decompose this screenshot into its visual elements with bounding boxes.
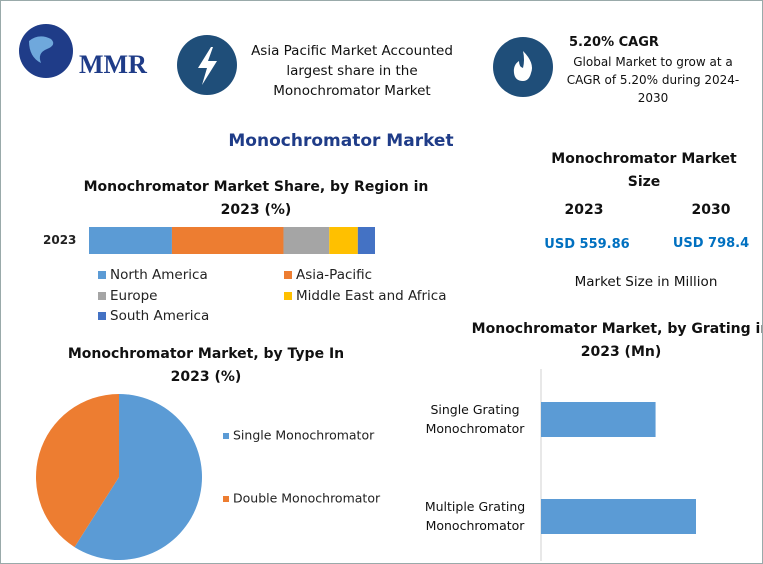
legend-label: Double Monochromator <box>233 491 381 506</box>
bar-segment <box>357 227 375 254</box>
cagr-title: 5.20% CAGR <box>569 35 659 50</box>
size-title: Monochromator Market Size <box>551 151 737 190</box>
chart-title: Monochromator Market Share, by Region in… <box>83 179 429 218</box>
legend-swatch <box>98 271 106 279</box>
cagr-text: Global Market to grow at a CAGR of 5.20%… <box>566 55 740 105</box>
legend-label: North America <box>110 267 208 283</box>
bar <box>541 499 696 534</box>
size-year: 2030 <box>691 202 731 218</box>
legend-swatch <box>98 312 106 320</box>
main-title: Monochromator Market <box>228 131 454 151</box>
logo-land <box>29 36 54 63</box>
pie-slice <box>36 394 119 548</box>
legend-label: Single Monochromator <box>233 428 375 443</box>
size-value: USD 559.86 <box>544 237 630 252</box>
size-value: USD 798.4 <box>672 236 750 251</box>
legend-label: South America <box>110 308 209 324</box>
pie-slice <box>74 394 202 560</box>
legend-label: Middle East and Africa <box>296 288 447 304</box>
bar-segment <box>283 227 330 254</box>
icon-flame <box>513 51 532 81</box>
legend-swatch <box>284 292 292 300</box>
legend-label: Europe <box>110 288 157 304</box>
highlight-text: Asia Pacific Market Accounted largest sh… <box>251 43 453 99</box>
bar-segment <box>329 227 358 254</box>
legend-swatch <box>284 271 292 279</box>
bar-segment <box>89 227 172 254</box>
bar <box>541 402 656 437</box>
logo-globe <box>19 24 73 78</box>
icon-flame-bg <box>493 37 553 97</box>
size-year: 2023 <box>564 202 604 218</box>
size-note: Market Size in Million <box>574 274 718 290</box>
category-label: Multiple Grating Monochromator <box>424 499 526 533</box>
icon-bolt <box>198 47 217 85</box>
legend-swatch <box>98 292 106 300</box>
legend-swatch <box>223 433 229 439</box>
bar-segment <box>171 227 284 254</box>
chart-title: Monochromator Market, by Type In 2023 (%… <box>67 346 345 385</box>
chart-title: Monochromator Market, by Grating in 2023… <box>471 321 763 360</box>
legend-label: Asia-Pacific <box>296 267 372 283</box>
legend-swatch <box>223 496 229 502</box>
logo-text: MMR <box>79 50 147 79</box>
category-label: Single Grating Monochromator <box>425 402 525 436</box>
category-label: 2023 <box>43 233 76 247</box>
